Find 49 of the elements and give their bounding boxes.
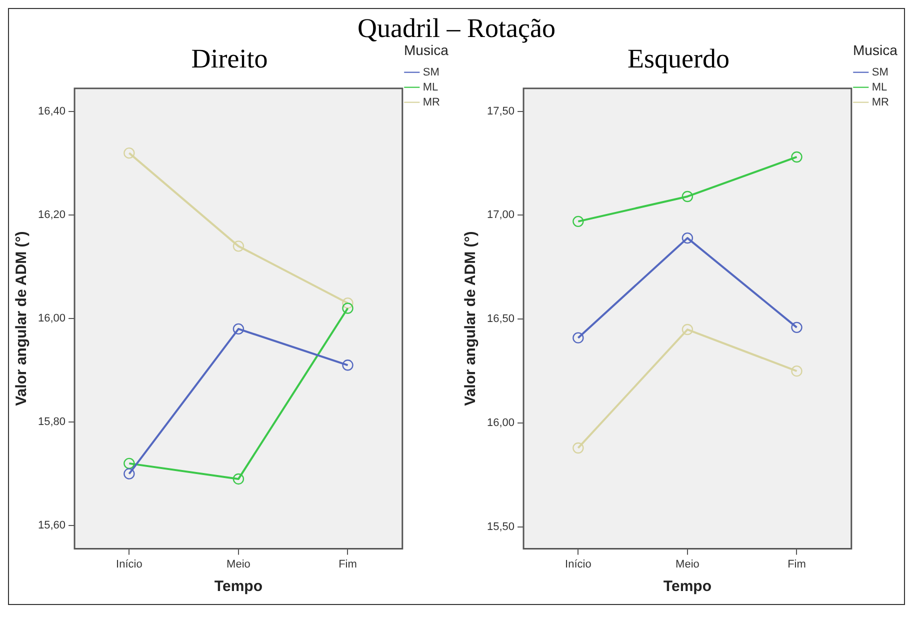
legend-title: Musica bbox=[853, 42, 898, 58]
legend-label: MR bbox=[872, 96, 890, 108]
y-tick-label: 16,20 bbox=[38, 209, 66, 222]
y-tick-label: 17,50 bbox=[486, 105, 515, 118]
point bbox=[342, 302, 354, 314]
x-axis-title: Tempo bbox=[214, 578, 262, 596]
x-axis-title: Tempo bbox=[663, 578, 712, 596]
legend-label: ML bbox=[422, 81, 438, 94]
point bbox=[124, 458, 135, 470]
y-tick-label: 17,00 bbox=[486, 209, 515, 222]
point bbox=[791, 151, 802, 163]
x-tick-label: Meio bbox=[676, 558, 700, 570]
y-tick-label: 15,80 bbox=[38, 416, 66, 428]
legend-label: MR bbox=[422, 96, 440, 108]
point bbox=[791, 322, 802, 334]
point bbox=[572, 442, 584, 454]
x-tick-label: Início bbox=[116, 558, 142, 570]
point bbox=[232, 240, 244, 252]
y-tick-label: 16,00 bbox=[486, 417, 515, 430]
point bbox=[682, 232, 694, 244]
text: Quadril – Rotação bbox=[358, 13, 556, 43]
y-axis-title: Valor angular de ADM (°) bbox=[13, 231, 30, 406]
y-tick-label: 16,40 bbox=[38, 106, 66, 118]
chart-title: Direito bbox=[191, 43, 268, 74]
point bbox=[342, 360, 354, 371]
legend-label: SM bbox=[872, 66, 888, 78]
y-tick-label: 16,00 bbox=[38, 312, 66, 325]
point bbox=[791, 365, 802, 377]
point bbox=[124, 468, 135, 480]
legend-label: ML bbox=[872, 81, 888, 94]
legend-label: SM bbox=[422, 66, 440, 78]
x-tick-label: Início bbox=[565, 558, 592, 570]
point bbox=[682, 190, 694, 202]
x-tick-label: Meio bbox=[226, 558, 250, 570]
point bbox=[124, 147, 135, 159]
point bbox=[232, 473, 244, 485]
y-tick-label: 15,50 bbox=[486, 521, 515, 534]
y-tick-label: 15,60 bbox=[38, 520, 66, 532]
y-tick-label: 16,50 bbox=[486, 313, 515, 326]
point bbox=[572, 216, 584, 228]
chart-title: Esquerdo bbox=[628, 43, 730, 74]
y-axis-title: Valor angular de ADM (°) bbox=[462, 231, 480, 406]
x-tick-label: Fim bbox=[788, 558, 806, 570]
legend-title: Musica bbox=[404, 42, 449, 58]
point bbox=[232, 323, 244, 335]
x-tick-label: Fim bbox=[338, 558, 357, 570]
point bbox=[682, 324, 694, 336]
point bbox=[342, 297, 354, 309]
point bbox=[572, 332, 584, 344]
